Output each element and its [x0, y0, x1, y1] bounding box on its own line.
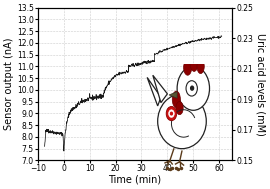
- Circle shape: [177, 67, 210, 110]
- Ellipse shape: [172, 91, 180, 108]
- Polygon shape: [153, 75, 167, 103]
- Circle shape: [191, 86, 194, 90]
- X-axis label: Time (min): Time (min): [109, 175, 161, 185]
- Circle shape: [166, 106, 177, 121]
- Circle shape: [168, 110, 174, 117]
- Polygon shape: [147, 77, 161, 106]
- Circle shape: [170, 112, 173, 115]
- Ellipse shape: [158, 94, 206, 149]
- Ellipse shape: [176, 101, 183, 115]
- Y-axis label: Sensor output (nA): Sensor output (nA): [4, 38, 14, 130]
- Polygon shape: [169, 92, 177, 98]
- Y-axis label: Uric acid levels (mM): Uric acid levels (mM): [256, 33, 266, 135]
- Ellipse shape: [184, 60, 192, 75]
- Ellipse shape: [197, 59, 204, 74]
- Ellipse shape: [190, 55, 198, 71]
- Circle shape: [186, 81, 197, 96]
